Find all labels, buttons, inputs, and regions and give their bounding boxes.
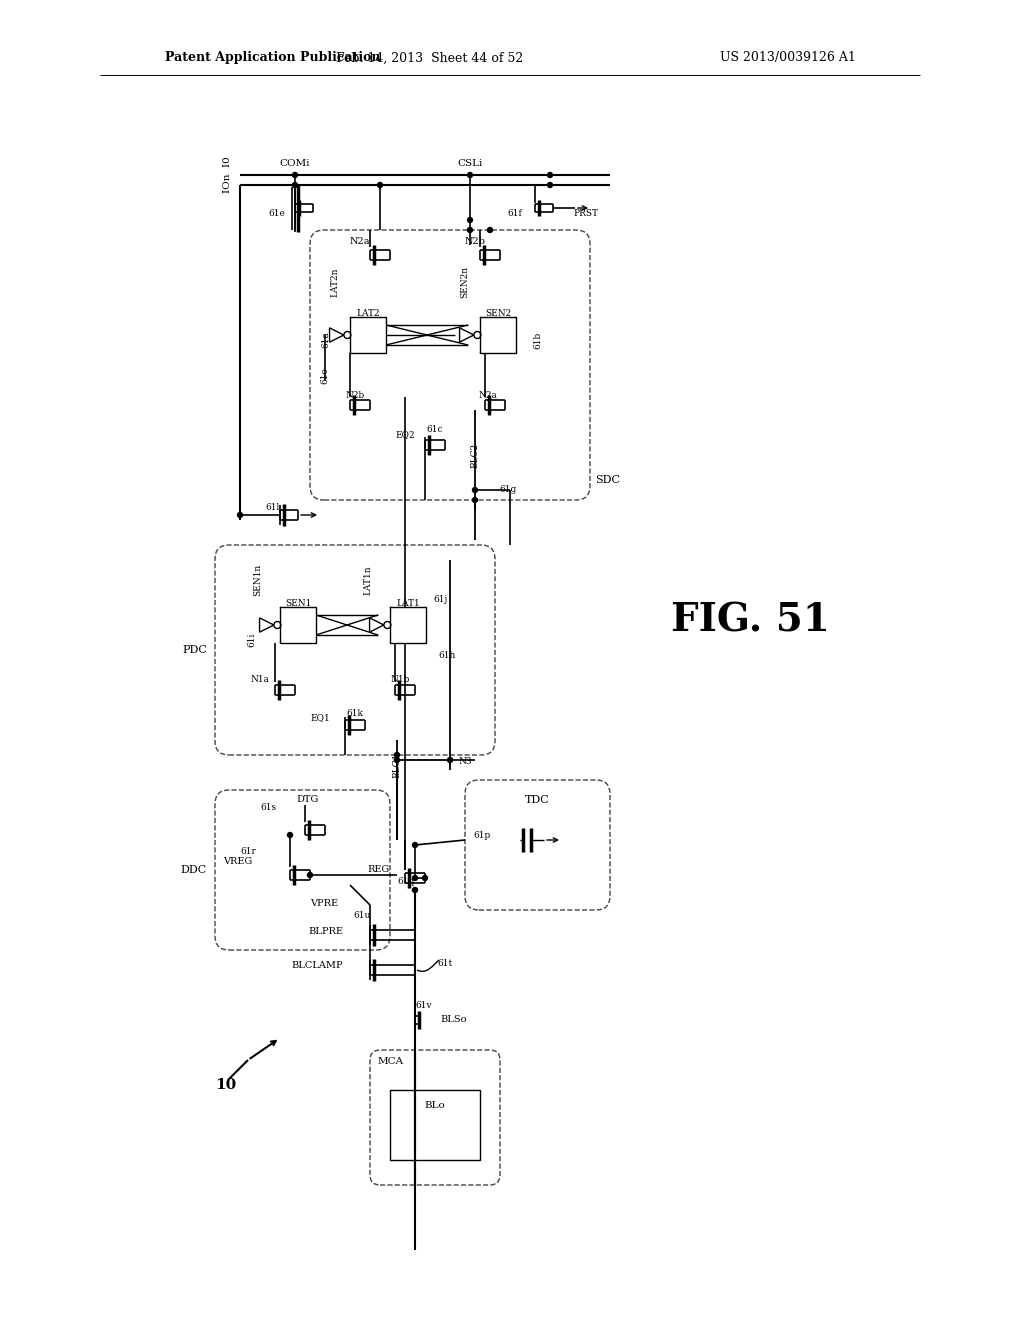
Text: 61i: 61i bbox=[248, 632, 256, 647]
Text: SEN1n: SEN1n bbox=[254, 564, 262, 597]
Circle shape bbox=[413, 842, 418, 847]
Text: 61c: 61c bbox=[427, 425, 443, 434]
Circle shape bbox=[548, 173, 553, 177]
Text: 61p: 61p bbox=[473, 830, 490, 840]
Text: CSLi: CSLi bbox=[458, 158, 482, 168]
Text: Patent Application Publication: Patent Application Publication bbox=[165, 51, 381, 65]
Text: 61u: 61u bbox=[353, 912, 371, 920]
Text: EQ1: EQ1 bbox=[310, 714, 330, 722]
Text: N1a: N1a bbox=[251, 676, 269, 685]
Text: VREG: VREG bbox=[223, 858, 253, 866]
Text: DDC: DDC bbox=[181, 865, 207, 875]
Text: PRST: PRST bbox=[573, 209, 598, 218]
Bar bbox=[280, 607, 316, 643]
Text: BLC2: BLC2 bbox=[470, 442, 479, 467]
Circle shape bbox=[293, 182, 298, 187]
Circle shape bbox=[413, 887, 418, 892]
Text: DTG: DTG bbox=[297, 796, 319, 804]
Text: N2b: N2b bbox=[465, 238, 485, 247]
Circle shape bbox=[293, 173, 298, 177]
Text: SEN2: SEN2 bbox=[485, 309, 511, 318]
Text: LAT1n: LAT1n bbox=[364, 565, 373, 595]
Text: 61r: 61r bbox=[240, 847, 256, 857]
Text: LAT2n: LAT2n bbox=[331, 267, 340, 297]
Text: BLC1: BLC1 bbox=[392, 752, 401, 777]
Text: BLSo: BLSo bbox=[440, 1015, 467, 1024]
Text: 61e: 61e bbox=[268, 209, 286, 218]
Bar bbox=[390, 1090, 480, 1160]
Text: BLCLAMP: BLCLAMP bbox=[292, 961, 343, 969]
Circle shape bbox=[472, 498, 477, 503]
Text: 61k: 61k bbox=[346, 710, 364, 718]
Circle shape bbox=[238, 512, 243, 517]
Text: N2b: N2b bbox=[345, 391, 365, 400]
Text: N2a: N2a bbox=[350, 238, 371, 247]
Text: BLo: BLo bbox=[425, 1101, 445, 1110]
Text: SDC: SDC bbox=[595, 475, 620, 484]
Text: 61j: 61j bbox=[433, 595, 447, 605]
Circle shape bbox=[413, 875, 418, 880]
Text: 61h: 61h bbox=[438, 651, 456, 660]
Text: 61l: 61l bbox=[265, 503, 280, 512]
Text: 61b: 61b bbox=[534, 331, 543, 348]
Text: MCA: MCA bbox=[378, 1057, 404, 1067]
Circle shape bbox=[468, 227, 472, 232]
Bar bbox=[480, 317, 516, 352]
Text: N1b: N1b bbox=[390, 676, 410, 685]
Text: 61f: 61f bbox=[508, 209, 522, 218]
Bar bbox=[390, 607, 426, 643]
Text: SEN2n: SEN2n bbox=[461, 265, 469, 298]
Text: SEN1: SEN1 bbox=[285, 598, 311, 607]
Text: BLPRE: BLPRE bbox=[308, 928, 343, 936]
Circle shape bbox=[307, 873, 312, 878]
Text: COMi: COMi bbox=[280, 158, 310, 168]
Circle shape bbox=[394, 752, 399, 758]
Circle shape bbox=[548, 182, 553, 187]
Text: 61a: 61a bbox=[322, 331, 331, 348]
Circle shape bbox=[423, 875, 427, 880]
Circle shape bbox=[394, 758, 399, 763]
Text: N2a: N2a bbox=[478, 391, 498, 400]
Text: IOn  I0: IOn I0 bbox=[223, 157, 232, 193]
Text: 61v: 61v bbox=[416, 1001, 432, 1010]
Text: N3: N3 bbox=[459, 758, 472, 767]
Circle shape bbox=[468, 173, 472, 177]
Text: 61s: 61s bbox=[260, 804, 276, 813]
Text: REG: REG bbox=[368, 866, 390, 874]
Text: 61o: 61o bbox=[321, 367, 330, 384]
Circle shape bbox=[288, 833, 293, 837]
Circle shape bbox=[447, 758, 453, 763]
Text: PDC: PDC bbox=[182, 645, 207, 655]
Text: TDC: TDC bbox=[524, 795, 549, 805]
Text: US 2013/0039126 A1: US 2013/0039126 A1 bbox=[720, 51, 856, 65]
Text: Feb. 14, 2013  Sheet 44 of 52: Feb. 14, 2013 Sheet 44 of 52 bbox=[336, 51, 523, 65]
Bar bbox=[350, 317, 386, 352]
Text: EQ2: EQ2 bbox=[395, 430, 415, 440]
Text: 10: 10 bbox=[215, 1078, 237, 1092]
Text: LAT2: LAT2 bbox=[356, 309, 380, 318]
Text: 61t: 61t bbox=[437, 958, 453, 968]
Circle shape bbox=[472, 487, 477, 492]
Text: LAT1: LAT1 bbox=[396, 598, 420, 607]
Text: 61q: 61q bbox=[397, 878, 415, 887]
Circle shape bbox=[378, 182, 383, 187]
Text: FIG. 51: FIG. 51 bbox=[671, 601, 829, 639]
Circle shape bbox=[468, 218, 472, 223]
Circle shape bbox=[487, 227, 493, 232]
Text: 61g: 61g bbox=[500, 486, 517, 495]
Text: VPRE: VPRE bbox=[310, 899, 338, 908]
